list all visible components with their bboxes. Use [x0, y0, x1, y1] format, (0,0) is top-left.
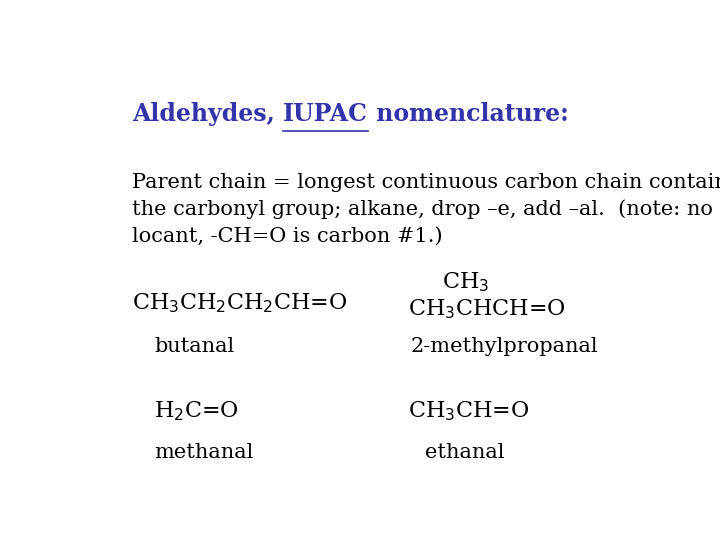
Text: CH$_3$CHCH=O: CH$_3$CHCH=O [408, 298, 566, 321]
Text: CH$_3$CH$_2$CH$_2$CH=O: CH$_3$CH$_2$CH$_2$CH=O [132, 292, 347, 315]
Text: IUPAC: IUPAC [283, 102, 368, 126]
Text: H$_2$C=O: H$_2$C=O [154, 400, 239, 423]
Text: 2-methylpropanal: 2-methylpropanal [411, 337, 598, 356]
Text: Parent chain = longest continuous carbon chain containing
the carbonyl group; al: Parent chain = longest continuous carbon… [132, 173, 720, 246]
Text: ethanal: ethanal [425, 443, 504, 462]
Text: butanal: butanal [154, 337, 235, 356]
Text: Aldehydes,: Aldehydes, [132, 102, 283, 126]
Text: CH$_3$: CH$_3$ [441, 271, 489, 294]
Text: methanal: methanal [154, 443, 253, 462]
Text: nomenclature:: nomenclature: [368, 102, 569, 126]
Text: CH$_3$CH=O: CH$_3$CH=O [408, 400, 529, 423]
